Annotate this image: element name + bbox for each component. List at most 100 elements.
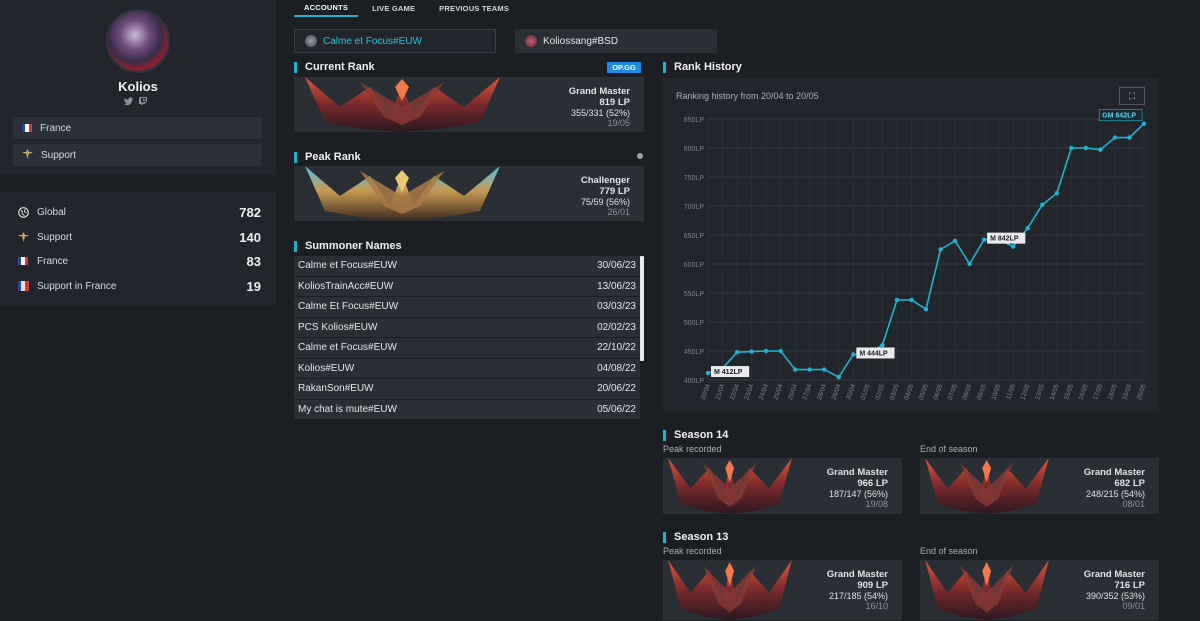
rank-record: 248/215 (54%)	[1085, 489, 1145, 499]
annotation-label: M 842LP	[990, 236, 1019, 243]
season-card-label: End of season	[920, 444, 978, 454]
info-icon[interactable]	[637, 153, 643, 159]
stat-row-france[interactable]: France 83	[17, 252, 261, 270]
scrollbar[interactable]	[640, 256, 644, 361]
rank-lp: 909 LP	[857, 580, 888, 591]
stat-row-support-france[interactable]: Support in France 19	[17, 277, 261, 295]
summoner-name: Calme Et Focus#EUW	[298, 301, 399, 313]
season-rank-card: Grand Master 682 LP 248/215 (54%) 08/01	[920, 458, 1159, 514]
table-row[interactable]: Calme et Focus#EUW 30/06/23	[294, 256, 640, 277]
country-tag[interactable]: France	[13, 117, 262, 139]
stat-row-support[interactable]: Support 140	[17, 228, 261, 246]
annotation-label: GM 842LP	[1102, 113, 1136, 120]
data-point	[1127, 135, 1132, 140]
table-row[interactable]: KoliosTrainAcc#EUW 13/06/23	[294, 276, 640, 297]
x-tick-label: 06/05	[932, 383, 944, 401]
current-rank-card: Grand Master 819 LP 355/331 (52%) 19/05	[294, 77, 644, 132]
france-flag-icon	[17, 255, 29, 267]
summoner-name-date: 05/06/22	[597, 403, 636, 415]
summoner-name: RakanSon#EUW	[298, 383, 374, 395]
x-tick-label: 18/05	[1107, 383, 1119, 401]
globe-icon	[17, 206, 29, 218]
rank-tier: Grand Master	[826, 569, 888, 580]
rank-lp: 682 LP	[1114, 478, 1145, 489]
x-tick-label: 10/05	[990, 383, 1002, 401]
grandmaster-emblem-icon	[668, 458, 792, 514]
peak-rank-info: Challenger 779 LP 75/59 (56%) 26/01	[581, 175, 630, 218]
data-point	[894, 297, 900, 303]
season-rank-card: Grand Master 966 LP 187/147 (56%) 19/08	[663, 458, 902, 514]
table-row[interactable]: My chat is mute#EUW 05/06/22	[294, 399, 640, 420]
account-selector-koliossang[interactable]: Koliossang#BSD	[515, 29, 717, 53]
data-point	[822, 367, 827, 372]
summoner-names-title: Summoner Names	[294, 240, 402, 252]
rank-date: 26/01	[607, 207, 630, 217]
x-tick-label: 23/04	[743, 383, 755, 401]
table-row[interactable]: Kolios#EUW 04/08/22	[294, 358, 640, 379]
summoner-name: Kolios#EUW	[298, 362, 355, 374]
x-tick-label: 03/05	[889, 383, 901, 401]
table-row[interactable]: Calme et Focus#EUW 22/10/22	[294, 338, 640, 359]
rank-tier: Grand Master	[1083, 467, 1145, 478]
stat-row-global[interactable]: Global 782	[17, 203, 261, 221]
opgg-badge[interactable]: OP.GG	[607, 62, 641, 73]
twitter-icon[interactable]	[124, 97, 133, 107]
summoner-name-date: 13/06/23	[597, 280, 636, 292]
account-avatar-icon	[525, 35, 537, 47]
data-point	[938, 247, 943, 252]
data-point	[967, 261, 972, 267]
data-point	[880, 343, 885, 348]
data-point	[1040, 202, 1045, 208]
data-point	[1098, 147, 1103, 152]
rank-lp: 819 LP	[599, 97, 630, 108]
x-tick-label: 12/05	[1019, 383, 1031, 401]
x-tick-label: 26/04	[787, 383, 799, 401]
table-row[interactable]: PCS Kolios#EUW 02/02/23	[294, 317, 640, 338]
summoner-name: KoliosTrainAcc#EUW	[298, 280, 394, 292]
account-selector-calme-et-focus[interactable]: Calme et Focus#EUW	[294, 29, 496, 53]
expand-button[interactable]: ⛶	[1119, 87, 1145, 105]
avatar[interactable]	[106, 9, 170, 73]
data-point	[793, 367, 798, 372]
x-tick-label: 21/04	[714, 383, 726, 401]
x-tick-label: 01/05	[860, 383, 872, 401]
x-tick-label: 15/05	[1063, 383, 1075, 401]
season-card-label: End of season	[920, 546, 978, 556]
data-point	[836, 374, 841, 380]
twitch-icon[interactable]	[139, 97, 147, 107]
table-row[interactable]: Calme Et Focus#EUW 03/03/23	[294, 297, 640, 318]
tab-previous-teams[interactable]: PREVIOUS TEAMS	[439, 4, 510, 13]
ladder-stats-panel: Global 782 Support 140 France 83 Support…	[0, 192, 276, 305]
chart-subtitle: Ranking history from 20/04 to 20/05	[676, 91, 819, 101]
season-title: Season 14	[663, 429, 728, 441]
stat-value: 19	[246, 278, 261, 294]
tab-accounts[interactable]: ACCOUNTS	[294, 0, 359, 17]
rank-record: 390/352 (53%)	[1085, 591, 1145, 601]
role-tag[interactable]: Support	[13, 144, 262, 166]
season-rank-info: Grand Master 716 LP 390/352 (53%) 09/01	[1084, 569, 1145, 612]
x-tick-label: 25/04	[772, 383, 784, 401]
data-point	[1112, 135, 1118, 140]
table-row[interactable]: RakanSon#EUW 20/06/22	[294, 379, 640, 400]
y-tick-label: 850LP	[684, 117, 705, 124]
x-tick-label: 05/05	[918, 383, 930, 401]
season-rank-info: Grand Master 682 LP 248/215 (54%) 08/01	[1083, 467, 1145, 510]
x-tick-label: 29/04	[831, 383, 843, 401]
data-point	[1011, 244, 1016, 249]
rank-record: 187/147 (56%)	[828, 489, 888, 499]
annotation-box	[711, 366, 750, 378]
y-tick-label: 700LP	[684, 204, 705, 211]
season-rank-info: Grand Master 966 LP 187/147 (56%) 19/08	[827, 467, 888, 510]
season-title: Season 13	[663, 531, 728, 543]
profile-panel: Kolios France Support	[0, 0, 276, 175]
rank-history-chart: 400LP 450LP 500LP 550LP 600LP 650LP 700LP 750LP…	[684, 109, 1148, 401]
y-tick-label: 450LP	[684, 349, 705, 356]
account-avatar-icon	[305, 35, 317, 47]
expand-icon: ⛶	[1128, 90, 1136, 101]
data-point	[807, 367, 812, 372]
season-rank-card: Grand Master 909 LP 217/185 (54%) 16/10	[663, 560, 902, 620]
annotation-box	[987, 232, 1026, 244]
rank-tier: Grand Master	[568, 86, 630, 97]
tab-live-game[interactable]: LIVE GAME	[372, 4, 416, 13]
x-tick-label: 20/05	[1136, 383, 1148, 401]
